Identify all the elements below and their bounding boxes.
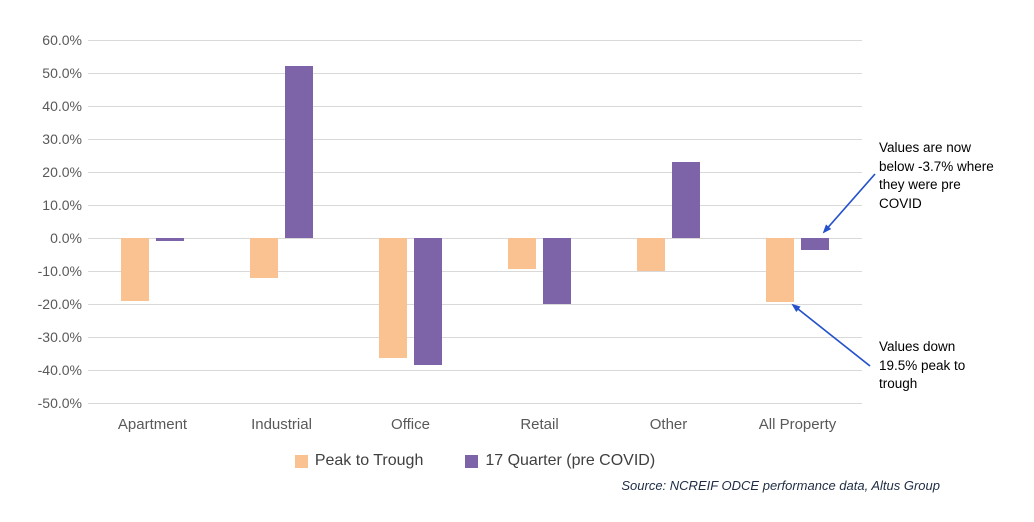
y-axis-tick-label: 30.0%	[42, 131, 82, 147]
bar-pre-covid-all-property	[801, 238, 829, 251]
y-axis-tick-label: 50.0%	[42, 65, 82, 81]
bar-peak-to-trough-retail	[508, 238, 536, 270]
y-axis-tick-label: -20.0%	[37, 296, 82, 312]
source-note: Source: NCREIF ODCE performance data, Al…	[621, 478, 940, 493]
bar-peak-to-trough-apartment	[121, 238, 149, 301]
annotation-pre-covid: Values are now below -3.7% where they we…	[879, 140, 994, 211]
bar-peak-to-trough-all-property	[766, 238, 794, 303]
legend-swatch-pre-covid-icon	[465, 454, 479, 468]
gridline	[88, 40, 862, 41]
y-axis-tick-label: 10.0%	[42, 197, 82, 213]
gridline	[88, 139, 862, 140]
y-axis-tick-label: -10.0%	[37, 263, 82, 279]
x-axis-category-label: Office	[391, 416, 430, 433]
gridline	[88, 370, 862, 371]
y-axis-tick-label: -40.0%	[37, 362, 82, 378]
y-axis-tick-label: 20.0%	[42, 164, 82, 180]
legend-label-pre-covid: 17 Quarter (pre COVID)	[485, 452, 656, 469]
legend-item-pre-covid: 17 Quarter (pre COVID)	[465, 452, 655, 470]
legend-label-peak-to-trough: Peak to Trough	[314, 452, 424, 469]
gridline	[88, 304, 862, 305]
x-axis-category-label: Retail	[520, 416, 559, 433]
bar-peak-to-trough-other	[637, 238, 665, 271]
y-axis-tick-label: 60.0%	[42, 32, 82, 48]
y-axis-tick-label: 0.0%	[50, 230, 82, 246]
bar-pre-covid-retail	[543, 238, 571, 304]
gridline	[88, 238, 862, 239]
x-axis-category-label: Apartment	[117, 416, 188, 433]
gridline	[88, 73, 862, 74]
y-axis-tick-label: -30.0%	[37, 329, 82, 345]
bar-peak-to-trough-industrial	[250, 238, 278, 278]
gridline	[88, 106, 862, 107]
x-axis-category-label: All Property	[758, 416, 837, 433]
gridline	[88, 205, 862, 206]
y-axis-tick-label: -50.0%	[37, 395, 82, 411]
x-axis-category-label: Industrial	[251, 416, 312, 433]
legend-swatch-peak-to-trough-icon	[294, 454, 308, 468]
legend-item-peak-to-trough: Peak to Trough	[294, 452, 424, 470]
y-axis-tick-label: 40.0%	[42, 98, 82, 114]
bar-pre-covid-other	[672, 162, 700, 238]
gridline	[88, 337, 862, 338]
gridline	[88, 403, 862, 404]
bar-pre-covid-apartment	[156, 238, 184, 242]
x-axis-category-label: Other	[649, 416, 688, 433]
bar-peak-to-trough-office	[379, 238, 407, 359]
gridline	[88, 271, 862, 272]
gridline	[88, 172, 862, 173]
annotation-peak-trough: Values down 19.5% peak to trough	[879, 339, 966, 392]
bar-pre-covid-industrial	[285, 66, 313, 238]
bar-pre-covid-office	[414, 238, 442, 366]
legend: Peak to Trough 17 Quarter (pre COVID)	[88, 452, 862, 470]
